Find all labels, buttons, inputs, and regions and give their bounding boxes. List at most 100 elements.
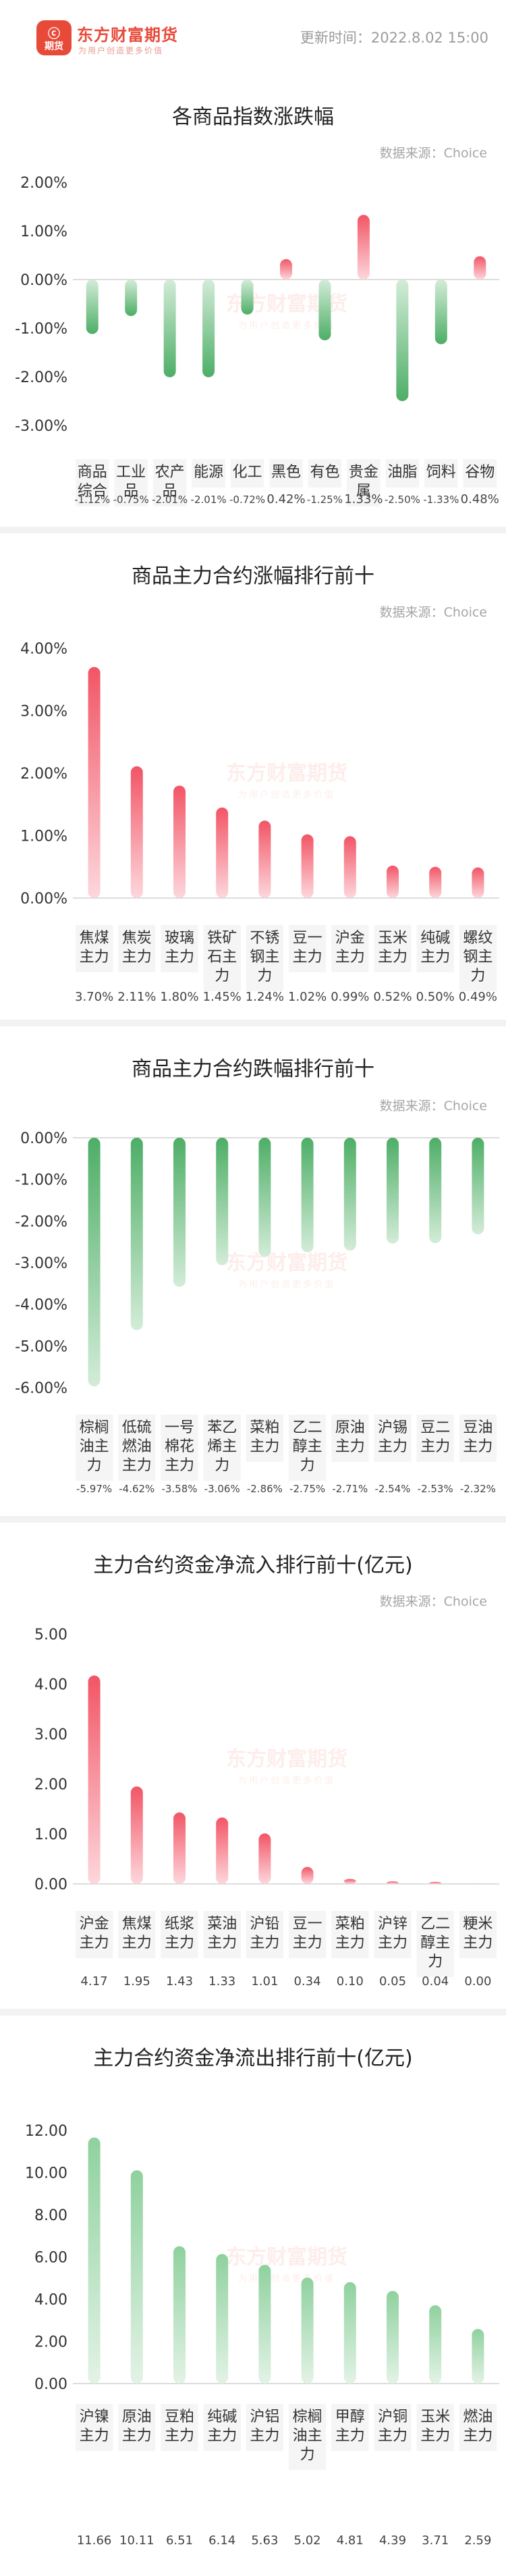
bar-8 [396,280,409,401]
category-cell [161,1911,198,1958]
category-cell [459,2404,497,2451]
value-label: -3.58% [161,1483,197,1495]
category-label: 纯碱主力 [207,2409,237,2444]
value-label: -2.54% [374,1483,410,1495]
bar-5 [301,834,314,898]
value-label: -2.71% [332,1483,368,1495]
category-cell [114,459,148,506]
category-label: 原油主力 [122,2409,152,2444]
value-label: 1.24% [246,990,284,1004]
category-label: 焦炭主力 [122,930,152,966]
y-tick-label: -2.00% [15,1213,67,1230]
category-label: 油脂 [387,464,417,481]
bar-3 [202,280,215,377]
category-label: 豆一主力 [293,1916,322,1951]
data-source-note: 数据来源：Choice [379,1099,487,1113]
section-divider [0,1020,506,1026]
watermark-slogan: 为用户创造更多价值 [238,1279,335,1290]
category-label: 饲料 [426,464,456,481]
watermark-brand: 东方财富期货 [226,2246,347,2269]
value-label: 0.10 [337,1974,364,1989]
bar-8 [429,866,442,898]
value-label: 5.02 [294,2533,321,2548]
chart-section: 商品主力合约跌幅排行前十 数据来源：Choice 东方财富期货 为用户创造更多价值 0.… [0,1026,506,1523]
value-label: 0.42% [266,492,305,506]
watermark-brand: 东方财富期货 [226,1747,347,1771]
category-cell [331,2404,369,2451]
category-label: 纸浆主力 [165,1916,194,1951]
bar-4 [258,820,271,898]
watermark-brand: 东方财富期货 [226,1251,347,1275]
data-source-note: 数据来源：Choice [379,1594,487,1609]
y-tick-label: 3.00 [34,1727,67,1743]
category-cell [347,459,381,506]
y-tick-label: 1.00% [20,224,67,240]
category-label: 螺纹钢主力 [463,930,493,984]
data-source-note: 数据来源：Choice [379,605,487,620]
category-cell [203,1415,241,1481]
watermark-slogan: 为用户创造更多价值 [238,1775,335,1786]
value-label: 6.51 [166,2533,193,2548]
bar-7 [387,1881,399,1884]
y-tick-label: 1.00 [34,1826,67,1843]
bar-7 [387,865,399,898]
value-label: 1.33 [208,1974,235,1989]
value-label: 1.02% [288,990,327,1004]
chart-section: 各商品指数涨跌幅 数据来源：Choice 东方财富期货 为用户创造更多价值 2.00% 1… [0,68,506,533]
y-tick-label: 12.00 [25,2123,67,2140]
category-label: 乙二醇主力 [293,1419,322,1474]
value-label: -1.12% [74,494,110,506]
bar-9 [472,867,484,898]
category-label: 豆粕主力 [165,2409,194,2444]
y-tick-label: -1.00% [15,1172,67,1189]
bar-9 [472,2329,484,2384]
bar-7 [357,215,370,280]
category-cell [118,1415,156,1481]
category-label: 豆二主力 [420,1419,450,1455]
watermark-slogan: 为用户创造更多价值 [238,320,335,331]
y-tick-label: 6.00 [34,2250,67,2267]
category-label: 有色 [310,464,339,481]
category-cell [76,1415,113,1481]
category-label: 谷物 [465,464,495,481]
category-cell [331,1911,369,1958]
bar-6 [343,1878,356,1884]
chart-title: 主力合约资金净流入排行前十(亿元) [93,1554,413,1577]
y-tick-label: 5.00 [34,1627,67,1644]
y-tick-label: 0.00% [20,891,67,908]
category-cell [424,459,458,488]
y-tick-label: 3.00% [20,704,67,720]
logo-mark: ⓒ [48,27,60,41]
bar-9 [472,1138,484,1235]
category-cell [246,2404,283,2451]
category-label: 沪铜主力 [378,2409,407,2444]
section-divider [0,527,506,533]
category-label: 玻璃主力 [165,930,194,966]
category-cell [289,2404,327,2470]
y-tick-label: 4.00 [34,2292,67,2309]
bar-4 [258,1138,271,1257]
value-label: 1.01 [251,1974,278,1989]
category-cell [76,1911,113,1958]
bar-9 [472,1884,484,1885]
value-label: 0.00 [464,1974,491,1989]
value-label: -0.72% [229,494,265,506]
value-label: 1.45% [203,990,242,1004]
value-label: 10.11 [119,2533,154,2548]
category-label: 沪铅主力 [250,1916,279,1951]
y-tick-label: -2.00% [15,369,67,386]
value-label: -1.25% [307,494,343,506]
category-cell [230,459,264,488]
bar-3 [216,2254,229,2384]
y-tick-label: 0.00% [20,272,67,289]
category-label: 能源 [194,464,223,481]
category-label: 黑色 [271,464,301,481]
value-label: 11.66 [77,2533,112,2548]
y-tick-label: -4.00% [15,1297,67,1314]
category-label: 铁矿石主力 [207,930,237,984]
y-tick-label: -3.00% [15,1255,67,1272]
value-label: 0.49% [459,990,497,1004]
update-time: 更新时间：2022.8.02 15:00 [300,30,488,46]
bar-5 [280,259,292,280]
category-label: 贵金属 [349,464,378,500]
